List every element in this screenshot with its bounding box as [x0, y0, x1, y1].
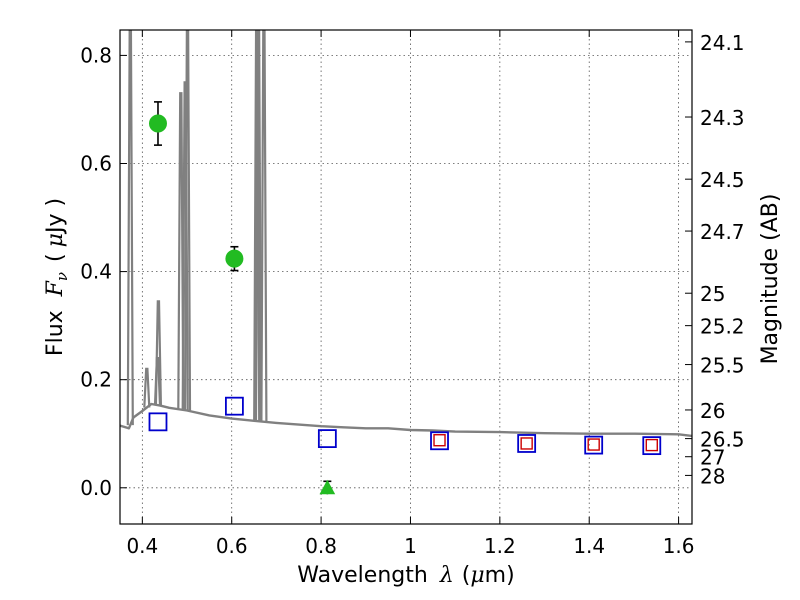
- x-axis-ticks: 0.4 0.6 0.8 1 1.2 1.4 1.6: [126, 30, 695, 558]
- detection-point: [225, 249, 244, 268]
- spectrum-emission-line: [260, 30, 268, 422]
- spectrum-emission-line: [154, 300, 162, 406]
- model-red-square: [433, 434, 446, 447]
- spectrum-continuum: [120, 402, 692, 438]
- magnitude-tick-label: 26: [700, 399, 725, 423]
- x-tick-label: 0.6: [216, 534, 248, 558]
- model-red-square: [587, 438, 600, 451]
- x-tick-label: 1.2: [484, 534, 516, 558]
- magnitude-tick-label: 24.5: [700, 168, 745, 192]
- magnitude-tick-label: 27: [700, 446, 725, 470]
- y-tick-label: 0.6: [80, 151, 112, 175]
- detection-point: [148, 114, 167, 133]
- grid-lines: [120, 30, 692, 524]
- plot-frame: [119, 29, 693, 525]
- x-tick-label: 0.8: [305, 534, 337, 558]
- y-tick-label: 0.0: [80, 476, 112, 500]
- upper-limit-point: [319, 479, 336, 495]
- x-tick-label: 1.6: [663, 534, 695, 558]
- magnitude-tick-label: 28: [700, 464, 725, 488]
- y-axis-ticks: 0.0 0.2 0.4 0.6 0.8: [80, 43, 127, 500]
- magnitude-tick-label: 25: [700, 282, 725, 306]
- magnitude-tick-label: 25.2: [700, 315, 745, 339]
- y-axis-label: FluxFν(μJy ): [43, 198, 71, 356]
- model-blue-square: [317, 429, 337, 449]
- spectrum-emission-line: [143, 367, 151, 408]
- spectrum-emission-line: [177, 92, 185, 410]
- spectrum-emission-line: [126, 30, 134, 426]
- model-blue-square: [430, 431, 449, 451]
- photometry-points: [148, 101, 662, 495]
- y-tick-label: 0.2: [80, 368, 112, 392]
- model-red-square: [645, 438, 658, 452]
- model-blue-square: [224, 396, 244, 416]
- model-blue-square: [584, 435, 604, 455]
- x-tick-label: 1.4: [573, 534, 605, 558]
- model-blue-square: [517, 434, 537, 453]
- magnitude-tick-label: 26.5: [700, 428, 745, 452]
- spectrum-emission-line: [254, 30, 263, 422]
- spectrum-emission-line: [183, 30, 192, 411]
- spectrum-emission-line: [253, 30, 261, 422]
- magnitude-tick-label: 24.1: [700, 31, 745, 55]
- magnitude-axis-label: Magnitude (AB): [758, 194, 783, 365]
- x-tick-label: 1: [404, 534, 417, 558]
- y-tick-label: 0.8: [80, 43, 112, 67]
- x-axis-label: Wavelength λ (μm): [297, 563, 514, 588]
- model-spectrum: [120, 30, 692, 438]
- model-red-square: [520, 437, 533, 450]
- model-blue-square: [642, 436, 662, 456]
- x-tick-label: 0.4: [126, 534, 158, 558]
- magnitude-tick-label: 25.5: [700, 354, 745, 378]
- y-tick-label: 0.4: [80, 260, 112, 284]
- magnitude-tick-label: 24.3: [700, 106, 745, 130]
- magnitude-tick-label: 24.7: [700, 220, 745, 244]
- model-blue-square: [148, 412, 168, 432]
